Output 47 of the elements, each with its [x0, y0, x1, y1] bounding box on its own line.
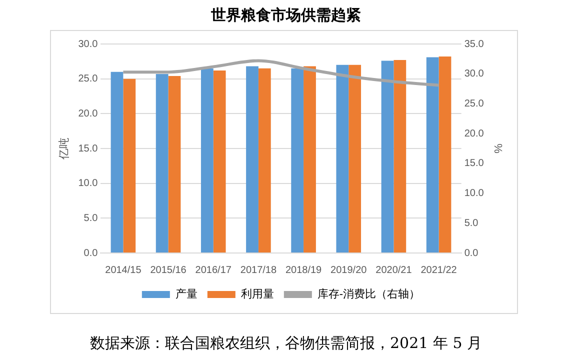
x-tick-label: 2019/20 [330, 264, 368, 276]
y-tick-label: 0.0 [84, 248, 98, 259]
x-tick-label: 2020/21 [376, 264, 412, 276]
bar [246, 66, 258, 252]
x-tick-label: 2017/18 [240, 264, 277, 276]
y2-tick-label: 0.0 [464, 248, 479, 259]
bar [123, 78, 136, 252]
legend-label: 利用量 [240, 288, 274, 301]
y2-tick-label: 10.0 [464, 188, 484, 200]
legend-label: 产量 [175, 288, 198, 301]
x-tick-label: 2021/22 [420, 264, 458, 276]
bar [168, 76, 181, 252]
y-tick-label: 20.0 [78, 108, 98, 120]
bar [156, 74, 168, 252]
legend-label: 库存-消费比（右轴） [317, 288, 420, 301]
y2-tick-label: 5.0 [464, 218, 479, 229]
bar [438, 56, 452, 252]
x-tick-label: 2018/19 [285, 264, 322, 276]
x-tick-label: 2016/17 [195, 264, 232, 276]
y2-tick-label: 25.0 [464, 98, 484, 110]
y2-tick-label: 15.0 [464, 158, 484, 170]
x-tick-label: 2015/16 [150, 264, 187, 276]
x-tick-label: 2014/15 [105, 264, 142, 276]
y2-tick-label: 35.0 [464, 38, 484, 50]
bar [200, 68, 214, 252]
bar [258, 68, 271, 252]
y-tick-label: 10.0 [78, 178, 98, 190]
bar [336, 64, 349, 252]
bar [213, 70, 226, 252]
line-series [122, 59, 440, 87]
y-tick-label: 5.0 [84, 212, 98, 224]
y2-tick-label: 30.0 [464, 68, 484, 80]
bar [394, 60, 406, 252]
bar [110, 72, 124, 252]
y2-axis-title: % [491, 144, 504, 154]
bar [426, 57, 439, 252]
bar [381, 60, 394, 252]
y2-tick-label: 20.0 [464, 128, 484, 140]
bar [348, 64, 362, 252]
chart-title: 世界粮食市场供需趋紧 [210, 6, 362, 25]
y-tick-label: 15.0 [78, 143, 98, 154]
y-tick-label: 25.0 [78, 74, 98, 85]
y-axis-title: 亿吨 [58, 138, 71, 160]
y-tick-label: 30.0 [78, 38, 98, 50]
bar [304, 66, 316, 252]
source-note: 数据来源：联合国粮农组织，谷物供需简报，2021 年 5 月 [88, 334, 484, 353]
bar [291, 68, 304, 252]
